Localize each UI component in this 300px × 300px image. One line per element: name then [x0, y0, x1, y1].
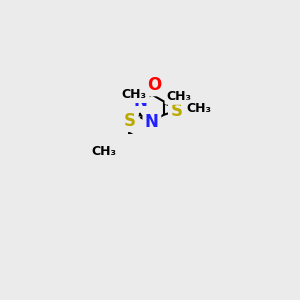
Text: S: S [124, 112, 136, 130]
Text: N: N [145, 112, 159, 130]
Text: CH₃: CH₃ [91, 145, 116, 158]
Text: O: O [147, 76, 162, 94]
Text: CH₃: CH₃ [187, 102, 212, 115]
Text: CH₃: CH₃ [121, 88, 146, 101]
Text: CH₃: CH₃ [167, 90, 191, 103]
Text: N: N [133, 92, 147, 110]
Text: S: S [170, 102, 182, 120]
